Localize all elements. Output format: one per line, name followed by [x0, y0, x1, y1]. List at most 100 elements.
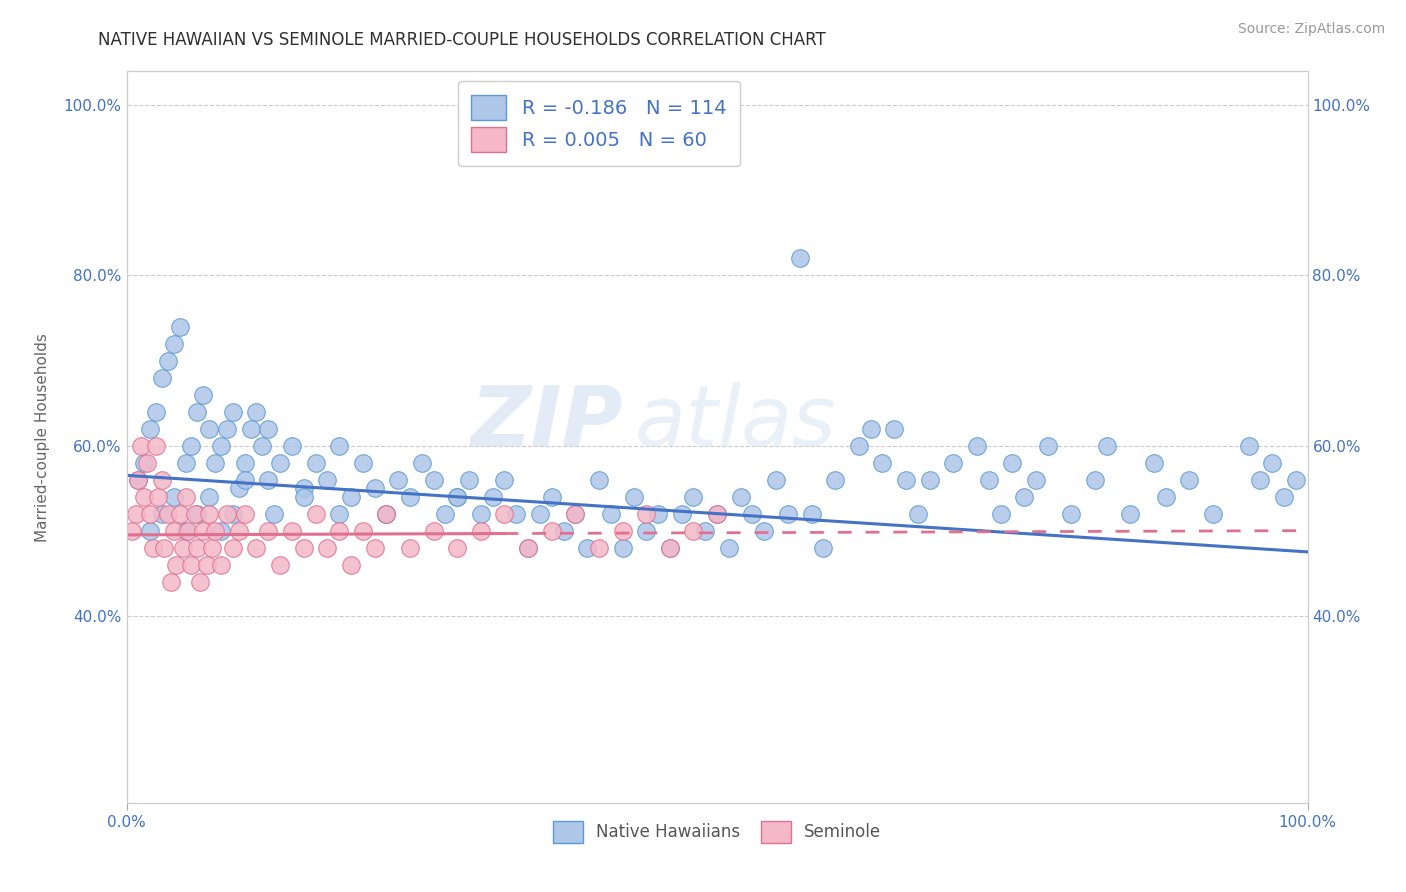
Point [1249, 473, 1271, 487]
Point [233, 507, 256, 521]
Point [316, 473, 339, 487]
Point [612, 541, 634, 555]
Point [658, 541, 681, 555]
Point [1178, 473, 1201, 487]
Point [228, 481, 250, 495]
Point [800, 507, 823, 521]
Point [180, 558, 202, 572]
Point [209, 558, 232, 572]
Point [717, 541, 740, 555]
Point [177, 524, 200, 538]
Point [184, 507, 207, 521]
Point [328, 524, 350, 538]
Point [730, 490, 752, 504]
Point [163, 524, 186, 538]
Point [1095, 439, 1118, 453]
Point [776, 507, 799, 521]
Point [121, 524, 143, 538]
Point [245, 404, 267, 418]
Point [200, 541, 222, 555]
Point [127, 473, 149, 487]
Point [281, 439, 304, 453]
Point [228, 524, 250, 538]
Point [813, 541, 835, 555]
Point [292, 490, 315, 504]
Point [148, 490, 170, 504]
Point [174, 490, 197, 504]
Point [363, 541, 385, 555]
Point [139, 524, 162, 538]
Point [1084, 473, 1107, 487]
Point [872, 456, 894, 470]
Point [422, 473, 444, 487]
Point [222, 404, 245, 418]
Point [328, 507, 350, 521]
Point [193, 387, 215, 401]
Point [174, 456, 197, 470]
Point [612, 524, 634, 538]
Point [174, 524, 197, 538]
Point [588, 541, 610, 555]
Point [169, 507, 191, 521]
Point [156, 507, 179, 521]
Point [494, 507, 516, 521]
Point [233, 473, 256, 487]
Text: NATIVE HAWAIIAN VS SEMINOLE MARRIED-COUPLE HOUSEHOLDS CORRELATION CHART: NATIVE HAWAIIAN VS SEMINOLE MARRIED-COUP… [98, 31, 827, 49]
Point [292, 541, 315, 555]
Point [470, 507, 492, 521]
Point [599, 507, 621, 521]
Point [671, 507, 693, 521]
Point [316, 541, 339, 555]
Point [754, 524, 776, 538]
Point [942, 456, 965, 470]
Point [623, 490, 645, 504]
Point [186, 541, 208, 555]
Point [269, 456, 291, 470]
Point [245, 541, 267, 555]
Point [198, 507, 221, 521]
Point [1237, 439, 1260, 453]
Point [129, 439, 152, 453]
Point [1261, 456, 1284, 470]
Point [198, 490, 221, 504]
Point [682, 490, 704, 504]
Point [458, 473, 481, 487]
Point [848, 439, 870, 453]
Point [198, 421, 221, 435]
Point [399, 490, 422, 504]
Point [193, 524, 215, 538]
Point [741, 507, 763, 521]
Point [824, 473, 846, 487]
Point [163, 336, 186, 351]
Point [135, 456, 157, 470]
Point [990, 507, 1012, 521]
Point [564, 507, 586, 521]
Point [363, 481, 385, 495]
Point [517, 541, 540, 555]
Point [564, 507, 586, 521]
Point [134, 490, 156, 504]
Point [156, 353, 179, 368]
Point [894, 473, 917, 487]
Point [375, 507, 398, 521]
Point [695, 524, 717, 538]
Point [576, 541, 599, 555]
Point [859, 421, 882, 435]
Point [553, 524, 575, 538]
Point [907, 507, 929, 521]
Point [269, 558, 291, 572]
Point [239, 421, 262, 435]
Point [204, 524, 226, 538]
Text: atlas: atlas [634, 382, 837, 463]
Point [215, 507, 238, 521]
Point [470, 524, 492, 538]
Point [195, 558, 218, 572]
Point [204, 456, 226, 470]
Point [1012, 490, 1035, 504]
Point [1119, 507, 1142, 521]
Point [765, 473, 787, 487]
Point [141, 541, 163, 555]
Point [340, 490, 363, 504]
Point [446, 541, 468, 555]
Point [517, 541, 540, 555]
